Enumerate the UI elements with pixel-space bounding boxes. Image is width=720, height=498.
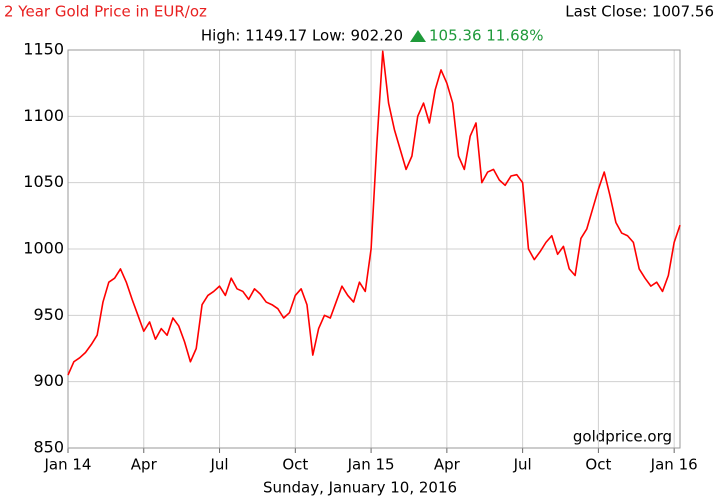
y-tick-label: 1100 bbox=[23, 106, 64, 125]
x-tick-label: Jul bbox=[513, 456, 532, 474]
up-arrow bbox=[410, 30, 426, 42]
x-tick-label: Apr bbox=[131, 456, 158, 474]
y-tick-label: 950 bbox=[33, 305, 64, 324]
watermark: goldprice.org bbox=[573, 428, 672, 446]
date: Sunday, January 10, 2016 bbox=[263, 479, 457, 497]
x-tick-label: Oct bbox=[585, 456, 611, 474]
x-tick-label: Jan 15 bbox=[347, 456, 395, 474]
change: 105.36 11.68% bbox=[429, 27, 543, 45]
price-line bbox=[67, 50, 681, 376]
y-tick-label: 850 bbox=[33, 438, 64, 457]
x-tick-label: Jan 16 bbox=[650, 456, 698, 474]
y-tick-label: 1000 bbox=[23, 239, 64, 258]
subtitle: High: 1149.17 Low: 902.20 bbox=[201, 27, 403, 45]
y-tick-label: 900 bbox=[33, 371, 64, 390]
plot-frame bbox=[67, 49, 681, 449]
last-close: Last Close: 1007.56 bbox=[565, 3, 714, 21]
x-tick-label: Oct bbox=[282, 456, 308, 474]
x-tick-label: Apr bbox=[434, 456, 461, 474]
x-tick-label: Jul bbox=[209, 456, 228, 474]
y-tick-label: 1050 bbox=[23, 172, 64, 191]
x-tick-label: Jan 14 bbox=[44, 456, 92, 474]
y-tick-label: 1150 bbox=[23, 40, 64, 59]
chart-title: 2 Year Gold Price in EUR/oz bbox=[4, 3, 207, 21]
